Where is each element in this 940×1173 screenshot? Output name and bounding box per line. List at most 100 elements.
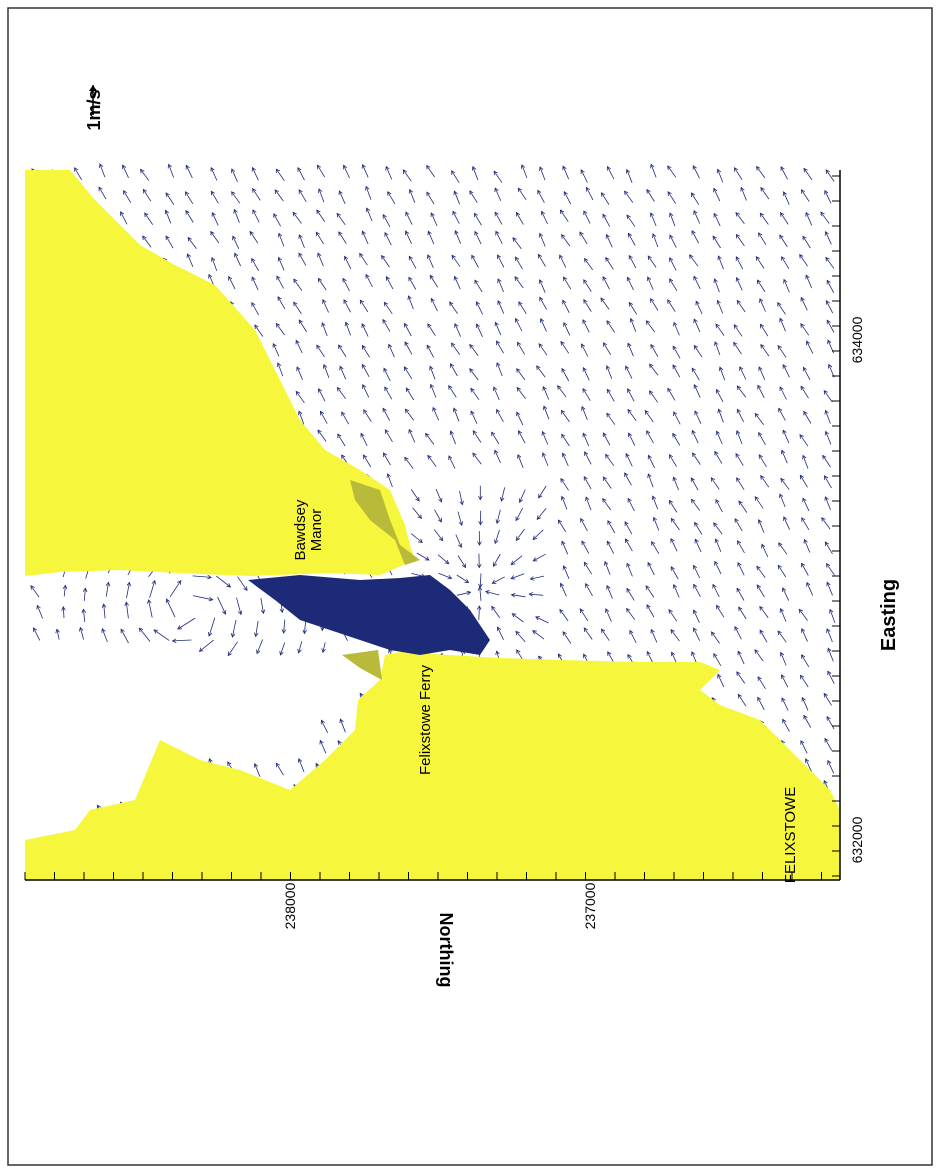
vector-arrowhead [693, 318, 698, 324]
vector-arrowhead [583, 627, 588, 633]
velocity-vector [559, 609, 569, 622]
vector-arrowhead [624, 538, 630, 544]
velocity-vector [345, 322, 351, 336]
velocity-vector [718, 255, 724, 270]
velocity-vector [454, 276, 461, 290]
velocity-vector [670, 538, 678, 552]
velocity-vector [645, 585, 655, 598]
vector-arrowhead [562, 299, 567, 305]
velocity-vector [600, 297, 610, 310]
vector-arrowhead [583, 210, 588, 216]
vector-arrowhead [470, 410, 475, 416]
vector-arrowhead [208, 758, 213, 763]
velocity-vector [780, 166, 788, 180]
vector-arrowhead [800, 674, 805, 680]
velocity-vector [691, 230, 699, 244]
velocity-vector [512, 237, 522, 250]
vector-arrowhead [756, 584, 761, 590]
vector-arrowhead [427, 454, 432, 460]
vector-arrowhead [716, 388, 720, 394]
velocity-vector [494, 450, 501, 464]
vector-arrowhead [760, 186, 765, 192]
vector-arrowhead [802, 235, 807, 241]
velocity-vector [427, 231, 435, 245]
vector-arrowhead [492, 562, 498, 567]
vector-arrowhead [827, 759, 832, 765]
vector-arrowhead [824, 430, 830, 436]
vector-arrowhead [557, 519, 563, 525]
vector-arrowhead [827, 339, 832, 345]
velocity-vector [583, 476, 592, 490]
vector-arrowhead [670, 517, 676, 523]
velocity-vector [756, 566, 766, 578]
velocity-vector [716, 605, 725, 618]
vector-arrowhead [211, 211, 216, 217]
vector-arrowhead [607, 520, 612, 525]
vector-arrowhead [827, 647, 832, 653]
velocity-vector [429, 366, 436, 380]
vector-arrowhead [165, 235, 170, 241]
velocity-vector [517, 454, 524, 468]
velocity-vector [386, 276, 394, 290]
vector-arrowhead [361, 163, 366, 169]
vector-arrowhead [823, 692, 828, 698]
vector-arrowhead [472, 452, 477, 458]
velocity-vector [824, 541, 833, 555]
vector-arrowhead [405, 211, 410, 217]
velocity-vector [601, 628, 610, 641]
vector-arrowhead [438, 536, 444, 542]
velocity-vector [231, 168, 238, 182]
velocity-vector [628, 302, 638, 315]
velocity-vector [777, 630, 787, 643]
velocity-vector [760, 344, 770, 357]
vector-arrowhead [693, 344, 698, 350]
velocity-vector [430, 298, 438, 312]
vector-arrowhead [714, 341, 719, 346]
velocity-vector [581, 540, 590, 554]
velocity-vector [693, 565, 701, 579]
vector-arrowhead [381, 254, 386, 260]
vector-arrowhead [302, 629, 308, 635]
velocity-vector [715, 538, 722, 553]
velocity-vector [278, 257, 285, 271]
vector-arrowhead [518, 498, 523, 503]
vector-arrowhead [646, 650, 651, 656]
vector-arrowhead [298, 252, 303, 258]
velocity-vector [758, 519, 765, 533]
velocity-vector [426, 165, 435, 178]
velocity-vector [539, 297, 548, 310]
vector-arrowhead [243, 586, 248, 591]
velocity-vector [801, 189, 810, 202]
velocity-vector [537, 190, 545, 203]
vector-arrowhead [691, 230, 696, 235]
velocity-vector [779, 234, 788, 248]
velocity-vector [694, 522, 703, 535]
velocity-vector [317, 429, 327, 442]
velocity-vector [560, 583, 567, 597]
velocity-vector [535, 616, 549, 624]
vector-arrowhead [606, 165, 611, 171]
vector-arrowhead [260, 609, 266, 615]
vector-arrowhead [605, 608, 610, 613]
vector-arrowhead [405, 387, 410, 393]
vector-arrowhead [514, 276, 519, 281]
velocity-vector [602, 214, 611, 227]
velocity-vector [497, 626, 504, 640]
velocity-vector [826, 563, 835, 576]
velocity-vector [735, 256, 744, 270]
vector-arrowhead [825, 169, 830, 175]
velocity-vector [452, 211, 460, 224]
velocity-vector [580, 169, 588, 183]
velocity-vector [363, 454, 372, 468]
vector-arrowhead [782, 718, 787, 724]
velocity-vector [828, 364, 835, 378]
vector-arrowhead [601, 628, 606, 634]
vector-arrowhead [778, 407, 783, 413]
velocity-vector [714, 451, 723, 464]
velocity-vector [539, 279, 546, 293]
vector-arrowhead [733, 324, 738, 329]
velocity-vector [670, 629, 680, 642]
velocity-vector [669, 454, 677, 467]
velocity-vector [581, 343, 589, 357]
vector-arrowhead [694, 410, 699, 416]
